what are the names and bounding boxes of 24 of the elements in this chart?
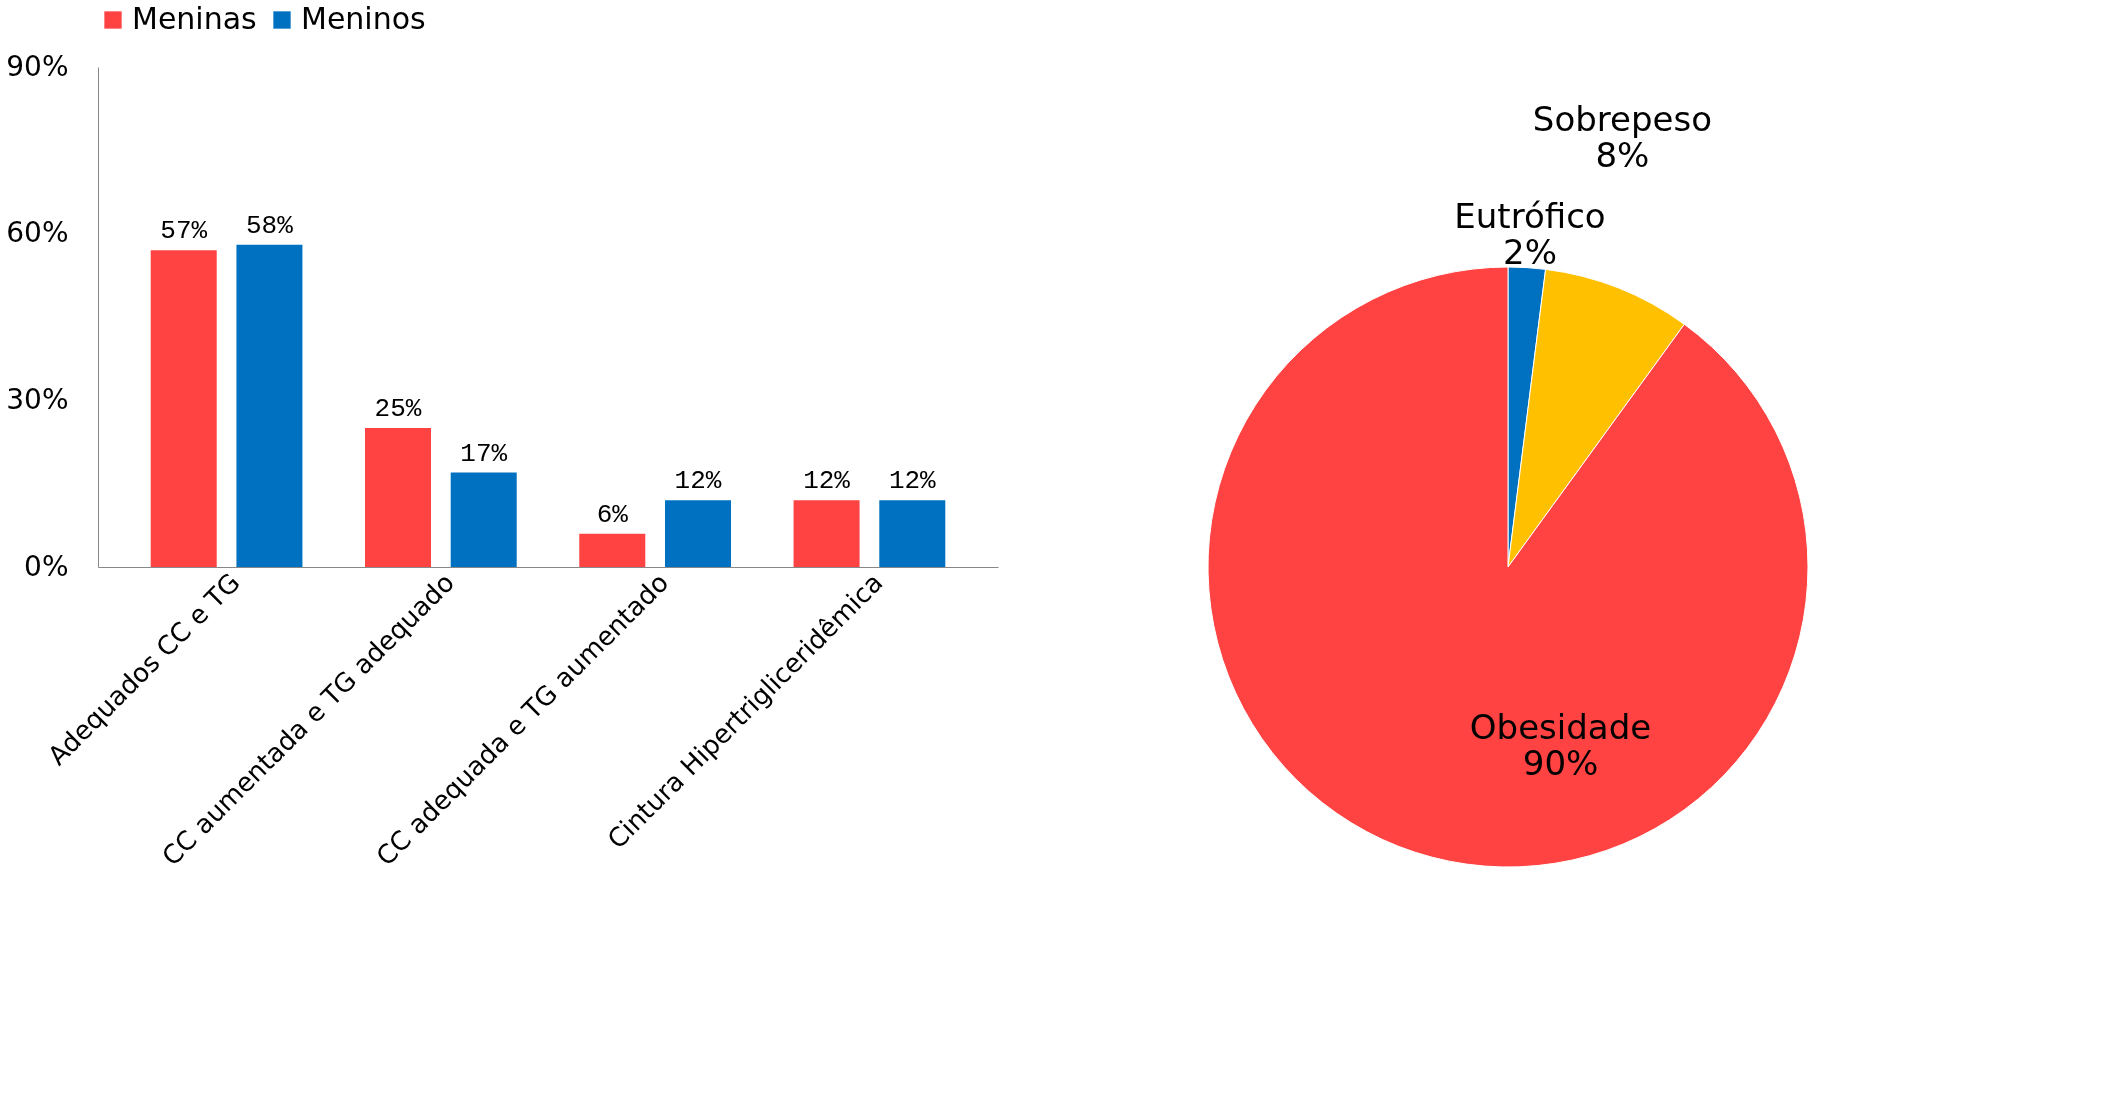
bar: [365, 428, 431, 567]
y-tick-label: 60%: [6, 216, 69, 250]
data-label: 12%: [674, 466, 722, 497]
y-tick-label: 90%: [6, 49, 69, 83]
y-tick-label: 30%: [6, 382, 69, 416]
pie-slice: [1207, 266, 1809, 868]
data-label: 25%: [374, 394, 422, 425]
bar: [150, 250, 217, 567]
legend-label: Meninas: [132, 1, 257, 36]
y-tick-label: 0%: [24, 549, 69, 583]
data-label: 17%: [460, 438, 508, 469]
bar: [450, 472, 517, 567]
data-label: 12%: [888, 466, 937, 497]
bar: [793, 500, 860, 567]
slice-label: Sobrepeso: [1532, 99, 1712, 140]
legend-label: Meninos: [301, 1, 426, 36]
bar: [879, 500, 946, 567]
bar: [665, 500, 731, 567]
data-label: 58%: [246, 210, 294, 241]
data-label: 12%: [803, 466, 851, 497]
bar: [579, 533, 646, 567]
data-label: 57%: [160, 216, 208, 247]
data-label: 6%: [596, 499, 629, 530]
bar: [236, 244, 303, 567]
